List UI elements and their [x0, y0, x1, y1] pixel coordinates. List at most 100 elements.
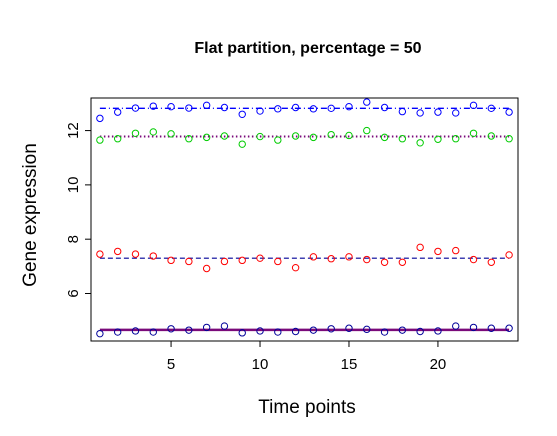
series-1-point [256, 107, 264, 115]
series-2-point [327, 130, 335, 139]
series-1-point [238, 110, 246, 118]
series-3-point [398, 258, 407, 266]
x-tick-label: 10 [252, 356, 269, 373]
series-2-point [167, 130, 175, 138]
series-2-point [274, 136, 282, 144]
series-2-point [149, 128, 157, 136]
series-4-point [202, 323, 211, 332]
series-4-point [238, 329, 246, 337]
series-2-point [202, 133, 211, 142]
series-2-point [220, 132, 229, 140]
series-2-point [380, 133, 389, 142]
y-tick-label: 10 [65, 177, 82, 194]
x-axis-label: Time points [258, 397, 356, 418]
series-4-point [185, 326, 193, 334]
series-1-point [327, 104, 335, 113]
series-2 [96, 126, 513, 148]
series-4-point [113, 328, 122, 336]
y-tick-label: 12 [65, 122, 82, 139]
series-4-point [327, 325, 335, 333]
series-3-point [274, 257, 282, 266]
series-1-point [185, 104, 193, 112]
series-2-point [291, 132, 300, 140]
series-4-point [309, 326, 318, 334]
series-4-point [345, 324, 353, 332]
series-4-point [469, 323, 478, 332]
series-4-point [380, 328, 389, 336]
series-3-point [220, 257, 229, 266]
series-4-point [416, 327, 424, 336]
series-3-point [487, 258, 496, 266]
y-tick-label: 8 [65, 235, 82, 243]
series-4-point [291, 327, 300, 336]
series-2-point [309, 133, 318, 142]
series-3-point [238, 256, 246, 265]
series-4-point [96, 329, 104, 338]
series-3-point [131, 250, 140, 258]
series-3-point [363, 255, 371, 264]
series-3-point [434, 247, 442, 256]
series-4-point [505, 324, 513, 332]
x-tick-label: 20 [430, 356, 447, 373]
series-1-point [363, 98, 371, 106]
series-1 [96, 98, 513, 123]
series-2-point [434, 135, 442, 143]
series-4-point [363, 325, 371, 334]
series-1-point [291, 103, 300, 112]
series-3-point [416, 243, 424, 252]
series-3-point [96, 250, 104, 258]
series-2-point [398, 135, 407, 143]
series-2-point [113, 135, 122, 143]
series-4 [96, 322, 513, 338]
series-3-point [327, 255, 335, 263]
series-3-point [113, 247, 122, 256]
y-axis: 6 8 10 12 [65, 122, 92, 298]
series-2-point [256, 132, 264, 141]
series-1-point [452, 109, 460, 117]
series-1-point [149, 102, 157, 110]
series-4-point [434, 327, 442, 335]
y-tick-label: 6 [65, 289, 82, 297]
series-1-point [487, 104, 496, 113]
series-2-point [487, 132, 496, 140]
series-3-point [469, 255, 478, 264]
series-4-point [452, 322, 460, 330]
series-4-point [220, 322, 229, 330]
series-1-point [469, 101, 478, 110]
series-3-point [256, 254, 264, 262]
series-1-point [113, 108, 122, 116]
series-2-point [185, 135, 193, 143]
series-3-point [167, 256, 175, 265]
series-4-point [131, 327, 140, 335]
series-3-point [309, 253, 318, 261]
series-2-point [452, 135, 460, 143]
series-1-point [309, 105, 318, 113]
series-3-point [291, 263, 300, 272]
y-axis-label: Gene expression [20, 143, 41, 287]
series-1-point [220, 103, 229, 112]
series-4-point [487, 324, 496, 332]
series-3-point [345, 253, 353, 261]
series-1-point [398, 107, 407, 116]
series-3-point [452, 246, 460, 255]
series-layer [96, 98, 513, 338]
series-1-point [416, 109, 424, 117]
series-1-point [345, 102, 353, 111]
x-tick-label: 15 [341, 356, 358, 373]
series-4-point [256, 327, 264, 335]
series-2-point [505, 135, 513, 143]
x-axis: 5 10 15 20 [167, 340, 447, 373]
series-2-point [96, 136, 104, 144]
series-1-point [167, 102, 175, 111]
series-3-point [505, 251, 513, 259]
series-2-point [363, 126, 371, 135]
series-2-point [469, 129, 478, 137]
series-2-point [238, 140, 246, 148]
series-1-point [505, 108, 513, 116]
series-3-point [149, 252, 157, 260]
chart-title: Flat partition, percentage = 50 [194, 40, 421, 57]
series-1-point [96, 114, 104, 123]
series-1-point [274, 105, 282, 113]
series-4-point [274, 328, 282, 336]
